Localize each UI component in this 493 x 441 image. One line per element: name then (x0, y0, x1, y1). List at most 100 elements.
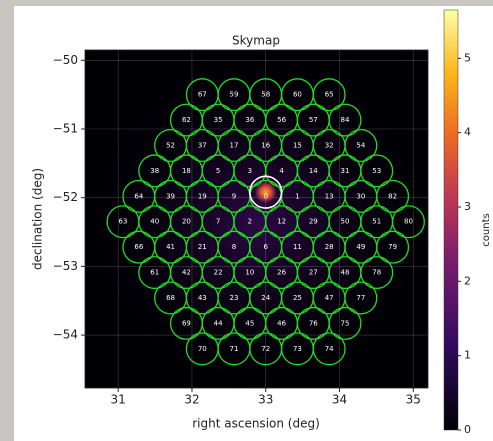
region-label: 36 (245, 116, 254, 124)
region-label: 39 (166, 192, 175, 200)
region-label: 40 (150, 218, 159, 226)
region-label: 73 (293, 345, 302, 353)
region-label: 59 (230, 91, 239, 99)
region-label: 63 (119, 218, 128, 226)
region-label: 51 (372, 218, 381, 226)
region-label: 28 (325, 243, 334, 251)
region-label: 19 (198, 192, 207, 200)
region-label: 8 (232, 243, 236, 251)
region-label: 30 (356, 192, 365, 200)
x-tick-label: 32 (184, 393, 199, 407)
region-label: 11 (293, 243, 302, 251)
region-label: 35 (214, 116, 223, 124)
colorbar-tick-label: 5 (464, 51, 471, 64)
region-label: 80 (404, 218, 413, 226)
region-label: 64 (134, 192, 143, 200)
region-label: 60 (293, 91, 302, 99)
region-label: 10 (245, 269, 254, 277)
region-label: 72 (261, 345, 270, 353)
region-label: 67 (198, 91, 207, 99)
region-label: 69 (182, 319, 191, 327)
region-label: 71 (230, 345, 239, 353)
region-label: 50 (341, 218, 350, 226)
y-axis-label: declination (deg) (31, 168, 45, 270)
region-label: 44 (214, 319, 223, 327)
x-tick-label: 33 (258, 393, 273, 407)
region-label: 56 (277, 116, 286, 124)
region-label: 68 (166, 294, 175, 302)
region-label: 48 (341, 269, 350, 277)
region-label: 5 (216, 167, 220, 175)
region-label: 41 (166, 243, 175, 251)
region-label: 31 (341, 167, 350, 175)
region-label: 58 (261, 91, 270, 99)
colorbar-tick-label: 4 (464, 126, 471, 139)
x-axis-label: right ascension (deg) (192, 417, 320, 431)
region-label: 57 (309, 116, 318, 124)
region-label: 24 (261, 294, 270, 302)
region-label: 2 (248, 218, 252, 226)
region-label: 4 (279, 167, 284, 175)
region-label: 79 (388, 243, 397, 251)
y-tick-label: −54 (53, 328, 78, 342)
region-label: 3 (248, 167, 252, 175)
region-label: 13 (325, 192, 334, 200)
region-label: 12 (277, 218, 286, 226)
region-label: 6 (263, 243, 268, 251)
region-label: 76 (309, 319, 318, 327)
region-label: 9 (232, 192, 236, 200)
colorbar-label: counts (481, 213, 492, 246)
region-label: 65 (325, 91, 334, 99)
region-label: 43 (198, 294, 207, 302)
colorbar (444, 10, 458, 430)
y-tick-label: −52 (53, 190, 78, 204)
region-label: 42 (182, 269, 191, 277)
region-label: 62 (182, 116, 191, 124)
region-label: 45 (245, 319, 254, 327)
region-label: 75 (341, 319, 350, 327)
region-label: 61 (150, 269, 159, 277)
region-label: 27 (309, 269, 318, 277)
colorbar-tick-label: 1 (464, 349, 471, 362)
region-label: 25 (293, 294, 302, 302)
x-tick-label: 35 (406, 393, 421, 407)
region-label: 46 (277, 319, 286, 327)
region-label: 82 (388, 192, 397, 200)
region-label: 22 (214, 269, 223, 277)
y-tick-label: −51 (53, 122, 78, 136)
page: {"chart_data": { "type": "skymap", "titl… (0, 0, 493, 441)
region-label: 53 (372, 167, 381, 175)
region-label: 29 (309, 218, 318, 226)
region-label: 0 (263, 192, 267, 200)
region-label: 17 (230, 141, 239, 149)
region-label: 70 (198, 345, 207, 353)
region-label: 66 (134, 243, 143, 251)
region-label: 78 (372, 269, 381, 277)
x-tick-label: 34 (332, 393, 347, 407)
region-label: 21 (198, 243, 207, 251)
region-label: 37 (198, 141, 207, 149)
region-label: 54 (356, 141, 365, 149)
y-tick-label: −53 (53, 259, 78, 273)
region-label: 32 (325, 141, 334, 149)
region-label: 1 (295, 192, 299, 200)
chart: Skymap right ascension (deg) declination… (0, 0, 493, 441)
region-label: 26 (277, 269, 286, 277)
region-label: 47 (325, 294, 334, 302)
colorbar-tick-label: 2 (464, 274, 471, 287)
region-label: 18 (182, 167, 191, 175)
region-label: 38 (150, 167, 159, 175)
colorbar-tick-label: 3 (464, 200, 471, 213)
region-label: 15 (293, 141, 302, 149)
region-label: 14 (309, 167, 318, 175)
region-label: 23 (230, 294, 239, 302)
region-label: 84 (341, 116, 350, 124)
region-label: 7 (216, 218, 220, 226)
colorbar-tick-label: 0 (464, 423, 471, 436)
y-tick-label: −50 (53, 53, 78, 67)
chart-title: Skymap (232, 34, 280, 48)
region-label: 16 (261, 141, 270, 149)
region-label: 20 (182, 218, 191, 226)
region-label: 74 (325, 345, 334, 353)
region-label: 77 (356, 294, 365, 302)
